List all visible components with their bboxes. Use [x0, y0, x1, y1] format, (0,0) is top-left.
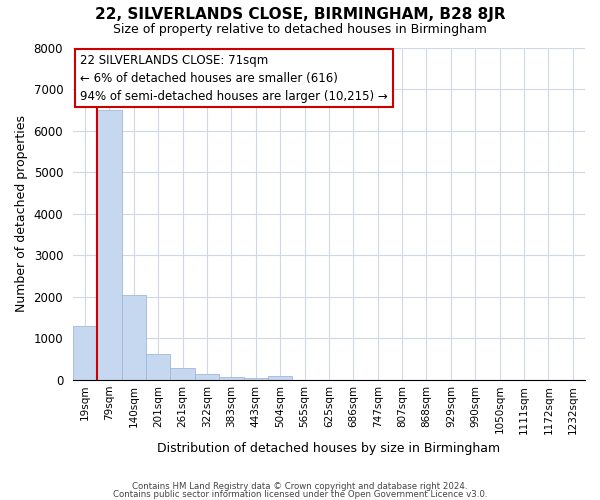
Bar [170, 368, 195, 380]
Bar [219, 376, 244, 380]
Text: Contains HM Land Registry data © Crown copyright and database right 2024.: Contains HM Land Registry data © Crown c… [132, 482, 468, 491]
Bar [244, 378, 268, 380]
Bar [97, 110, 122, 380]
Bar [146, 354, 170, 380]
Text: 22 SILVERLANDS CLOSE: 71sqm
← 6% of detached houses are smaller (616)
94% of sem: 22 SILVERLANDS CLOSE: 71sqm ← 6% of deta… [80, 54, 388, 102]
Y-axis label: Number of detached properties: Number of detached properties [15, 116, 28, 312]
Bar [73, 326, 97, 380]
Bar [268, 376, 292, 380]
Text: 22, SILVERLANDS CLOSE, BIRMINGHAM, B28 8JR: 22, SILVERLANDS CLOSE, BIRMINGHAM, B28 8… [95, 8, 505, 22]
Bar [122, 295, 146, 380]
Text: Size of property relative to detached houses in Birmingham: Size of property relative to detached ho… [113, 22, 487, 36]
Bar [195, 374, 219, 380]
Text: Contains public sector information licensed under the Open Government Licence v3: Contains public sector information licen… [113, 490, 487, 499]
X-axis label: Distribution of detached houses by size in Birmingham: Distribution of detached houses by size … [157, 442, 500, 455]
